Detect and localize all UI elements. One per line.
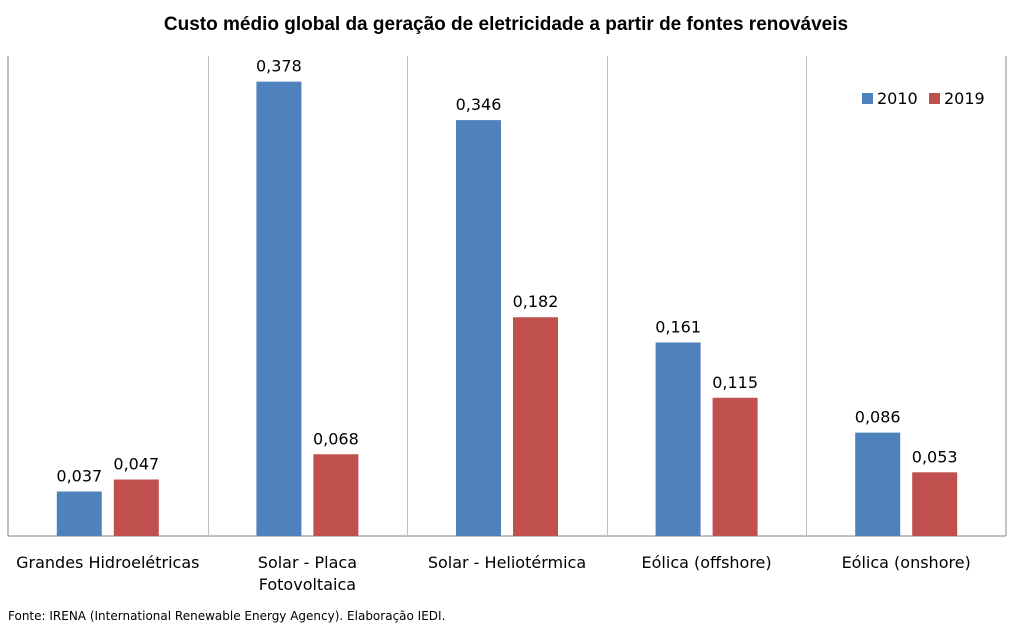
- data-label: 0,037: [56, 467, 102, 486]
- data-label: 0,047: [113, 455, 159, 474]
- chart-title: Custo médio global da geração de eletric…: [163, 14, 849, 35]
- data-label: 0,378: [256, 57, 302, 76]
- data-label: 0,086: [855, 408, 901, 427]
- bar-2010: [256, 81, 302, 537]
- x-tick-label: Eólica (onshore): [841, 553, 971, 572]
- bar-2019: [712, 397, 758, 536]
- data-label: 0,115: [712, 373, 758, 392]
- bar-2010: [655, 342, 701, 536]
- x-tick-label: Solar - Heliotérmica: [427, 553, 587, 572]
- bar-2019: [513, 317, 558, 536]
- bar-2019: [113, 479, 159, 536]
- legend-label-2010: 2010: [877, 89, 918, 108]
- source-note: Fonte: IRENA (International Renewable En…: [8, 609, 446, 623]
- bar-2019: [313, 454, 359, 536]
- bar-2019: [912, 472, 958, 536]
- data-label: 0,053: [912, 447, 958, 466]
- x-tick-label: Grandes Hidroelétricas: [16, 553, 200, 572]
- bar-2010: [855, 432, 901, 536]
- data-label: 0,068: [313, 429, 359, 448]
- data-label: 0,346: [456, 95, 502, 114]
- x-tick-label: Solar - Placa Fotovoltaica: [257, 553, 357, 594]
- bar-2010: [456, 120, 501, 536]
- data-label: 0,161: [655, 317, 701, 336]
- x-tick-label: Eólica (offshore): [641, 553, 772, 572]
- legend-label-2019: 2019: [944, 89, 985, 108]
- legend-swatch-2019: [929, 93, 940, 104]
- legend-swatch-2010: [862, 93, 873, 104]
- data-label: 0,182: [513, 292, 559, 311]
- bar-2010: [56, 491, 102, 536]
